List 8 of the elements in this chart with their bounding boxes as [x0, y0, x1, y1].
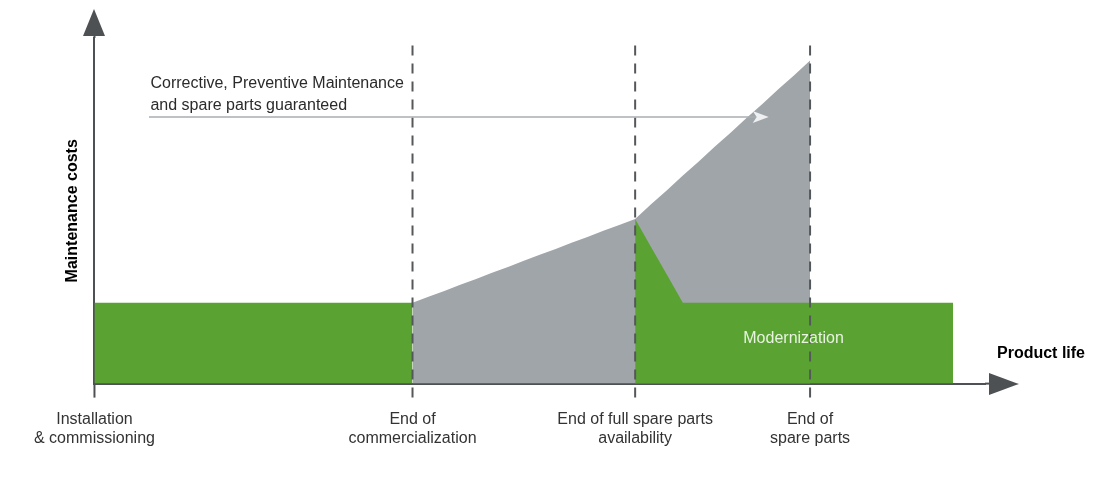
x-tick-label: End of full spare parts availability	[557, 409, 713, 446]
x-tick-label: End of commercialization	[348, 409, 477, 446]
x-tick-label: Installation & commissioning	[34, 409, 155, 446]
x-tick-label: End of spare parts	[770, 409, 851, 446]
annotation: Modernization	[743, 329, 844, 347]
annotation: Corrective, Preventive Maintenance and spare parts guaranteed	[150, 74, 405, 113]
y-axis-title: Maintenance costs	[63, 139, 81, 283]
x-axis-title: Product life	[996, 344, 1086, 362]
